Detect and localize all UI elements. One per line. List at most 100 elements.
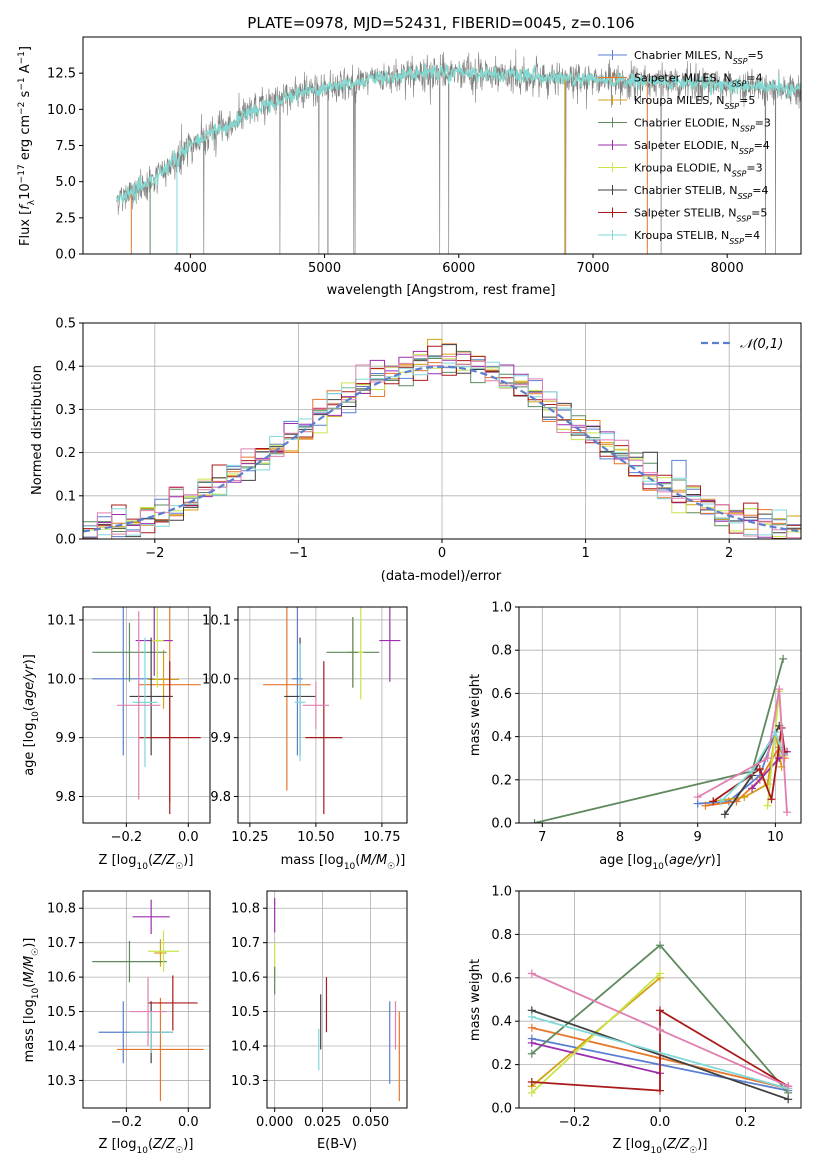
y-tick-label: 10.3 xyxy=(47,1074,76,1089)
legend-label: Chabrier ELODIE, NSSP=3 xyxy=(634,117,771,134)
y-tick-label: 5.0 xyxy=(55,175,76,190)
y-tick-label: 10.1 xyxy=(47,613,76,628)
legend-text: Salpeter ELODIE, N xyxy=(634,139,739,152)
legend-text: =4 xyxy=(746,72,762,85)
spectrum-ylabel: Flux [fλ10−17 erg cm−2 s−1 A−1] xyxy=(17,46,37,246)
label-part: age/yr xyxy=(669,853,712,868)
legend-text: SSP xyxy=(736,214,751,223)
x-tick-label: 0 xyxy=(438,546,446,561)
legend-text: =5 xyxy=(751,207,767,220)
residual-frame xyxy=(82,322,802,540)
y-tick-label: 7.5 xyxy=(55,139,76,154)
label-part: 10 xyxy=(652,862,664,872)
label-part: mass weight xyxy=(468,959,483,1041)
x-tick-label: 10 xyxy=(767,830,784,845)
legend-label: Salpeter MILES, NSSP=4 xyxy=(634,72,763,89)
y-tick-label: 12.5 xyxy=(47,67,76,82)
label-part: ( xyxy=(664,853,669,868)
age-z-axes-frame xyxy=(82,606,211,824)
label-part: −1 xyxy=(17,51,27,64)
y-tick-label: 0.4 xyxy=(491,730,512,745)
y-tick-label: 10.5 xyxy=(47,1005,76,1020)
y-tick-label: 10.4 xyxy=(231,1040,260,1055)
age-mass-axes-frame xyxy=(237,606,408,824)
x-tick-label: −0.2 xyxy=(111,830,143,845)
label-part: M/M xyxy=(360,853,387,868)
y-tick-label: 9.8 xyxy=(55,790,76,805)
y-tick-label: 1.0 xyxy=(491,601,512,616)
y-tick-label: 9.9 xyxy=(55,731,76,746)
x-tick-label: 7000 xyxy=(576,261,609,276)
y-tick-label: 0.0 xyxy=(55,248,76,263)
legend-text: =3 xyxy=(755,117,771,130)
mass-weight-line xyxy=(531,1016,789,1090)
y-tick-label: 10.0 xyxy=(47,672,76,687)
label-part: A xyxy=(18,64,33,77)
legend-label: Salpeter ELODIE, NSSP=4 xyxy=(634,139,770,156)
legend-text: =4 xyxy=(744,229,760,242)
legend-label: Kroupa MILES, NSSP=5 xyxy=(634,94,755,111)
legend-text: Kroupa STELIB, N xyxy=(634,229,729,242)
label-part: E(B-V) xyxy=(317,1137,357,1152)
x-tick-label: 0.025 xyxy=(304,1115,341,1130)
mass-weight-line xyxy=(531,1042,661,1075)
age-mass-axes: 10.25 10.50 10.75 9.8 9.9 10.0 10.1 xyxy=(202,607,407,845)
x-tick-label: 7 xyxy=(538,830,546,845)
y-tick-label: 9.8 xyxy=(210,790,231,805)
legend-label: Kroupa ELODIE, NSSP=3 xyxy=(634,162,763,179)
plot-layer: 4000 5000 6000 7000 80000.02.55.07.510.012.5… xyxy=(17,36,802,1156)
age-z-xlabel: Z [log10(Z/Z☉)] xyxy=(99,853,194,872)
y-tick-label: 0.5 xyxy=(55,317,76,332)
spectrum-xlabel: wavelength [Angstrom, rest frame] xyxy=(327,283,556,298)
label-part: s xyxy=(18,90,33,101)
mass-weight-line xyxy=(534,658,784,823)
label-part: Z [log xyxy=(613,1137,651,1152)
y-tick-label: 0.8 xyxy=(491,644,512,659)
y-tick-label: 0.4 xyxy=(491,1015,512,1030)
y-tick-label: 0.3 xyxy=(55,403,76,418)
age-mass-xlabel: mass [log10(M/M☉)] xyxy=(281,853,406,872)
label-part: ] xyxy=(18,46,33,51)
mass-weight-line xyxy=(720,730,784,803)
y-tick-label: 10.8 xyxy=(231,902,260,917)
residual-xlabel: (data-model)/error xyxy=(381,569,502,584)
y-tick-label: 0.0 xyxy=(491,817,512,832)
legend-text: =5 xyxy=(747,49,763,62)
spectrum-frame xyxy=(82,36,802,255)
x-tick-label: 5000 xyxy=(308,261,341,276)
label-part: Flux [ xyxy=(18,210,33,246)
mass-ebv-axes-points xyxy=(274,897,400,1102)
legend-label: Chabrier MILES, NSSP=5 xyxy=(634,49,764,66)
mass-z-axes-points xyxy=(92,899,204,1102)
spectrum-axes: 4000 5000 6000 7000 8000 0.0 2.5 5.0 7.5 10.0 12.5 xyxy=(47,67,744,276)
legend-text: SSP xyxy=(733,57,748,66)
y-tick-label: 10.0 xyxy=(202,672,231,687)
mass-ebv-axes: 0.000 0.025 0.050 10.3 10.4 10.5 10.6 10.7 10.8 xyxy=(231,891,407,1130)
x-tick-label: 10.25 xyxy=(231,830,268,845)
label-part: age/yr xyxy=(22,663,37,706)
label-part: age [log xyxy=(22,723,37,776)
y-tick-label: 0.1 xyxy=(55,489,76,504)
mass-weight-line xyxy=(697,688,788,813)
legend-text: Salpeter STELIB, N xyxy=(634,207,736,220)
mass-z-ylabel: mass [log10(M/M☉)] xyxy=(22,938,41,1063)
legend-label: 𝒩(0,1) xyxy=(740,337,783,352)
x-tick-label: 0.000 xyxy=(256,1115,293,1130)
normal-curve xyxy=(83,365,801,533)
label-part: Z [log xyxy=(99,1137,137,1152)
x-tick-label: 0.0 xyxy=(178,830,199,845)
label-part: 10 xyxy=(18,183,33,200)
y-tick-label: 10.6 xyxy=(231,971,260,986)
label-part: Z/Z xyxy=(152,853,176,868)
age-z-ylabel: age [log10(age/yr)] xyxy=(22,654,41,776)
y-tick-label: 0.8 xyxy=(491,928,512,943)
legend-text: Chabrier MILES, N xyxy=(634,49,733,62)
label-part: 10 xyxy=(136,862,148,872)
label-part: −17 xyxy=(17,164,27,183)
y-tick-label: 0.2 xyxy=(491,773,512,788)
mass-z-axes-frame xyxy=(82,890,211,1109)
y-tick-label: 10.8 xyxy=(47,902,76,917)
y-tick-label: 0.6 xyxy=(491,687,512,702)
mw-z-axes-series xyxy=(527,941,793,1104)
